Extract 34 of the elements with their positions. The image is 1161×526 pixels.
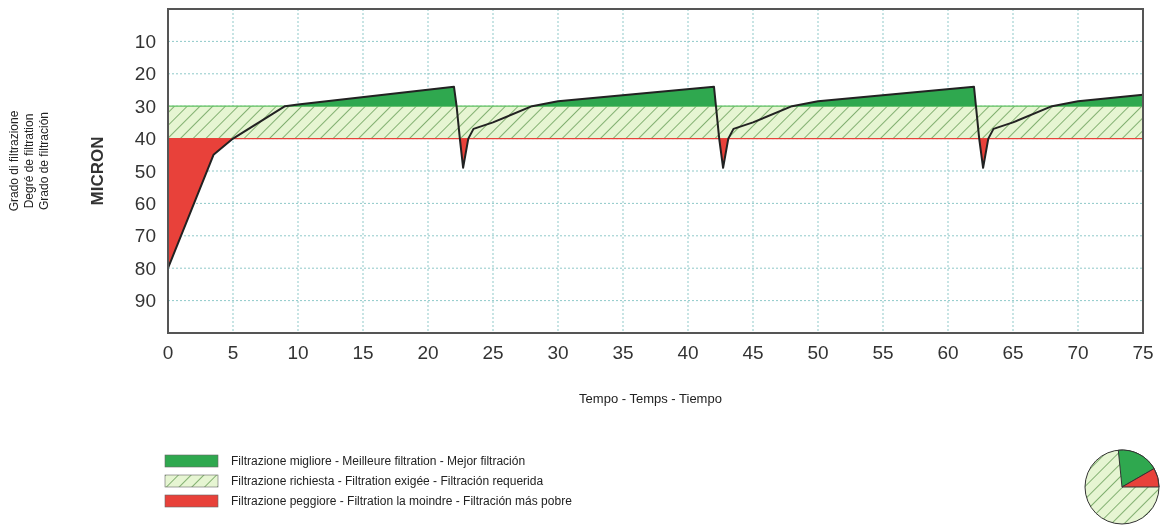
y-tick-label: 50 <box>134 160 156 182</box>
x-tick-label: 5 <box>227 342 239 363</box>
x-tick-label: 70 <box>1067 342 1089 363</box>
y-tick-label: 30 <box>134 95 156 117</box>
y-tick-label: 10 <box>134 31 156 53</box>
x-tick-label: 40 <box>677 342 699 363</box>
legend-label: Filtrazione richiesta - Filtration exigée - Filtración requerida <box>231 474 544 488</box>
x-tick-label: 55 <box>872 342 894 363</box>
x-tick-label: 20 <box>417 342 439 363</box>
y-tick-label: 70 <box>134 225 156 247</box>
text: Grado di filtrazione <box>7 110 21 212</box>
y-tick-label: 40 <box>134 128 156 150</box>
x-tick-label: 10 <box>287 342 309 363</box>
x-tick-label: 50 <box>807 342 829 363</box>
x-axis-title: Tempo - Temps - Tiempo <box>579 391 722 406</box>
x-tick-label: 65 <box>1002 342 1024 363</box>
x-tick-label: 60 <box>937 342 959 363</box>
y-axis-title: MICRON <box>88 136 107 206</box>
legend-label: Filtrazione migliore - Meilleure filtration - Mejor filtración <box>231 454 526 468</box>
y-tick-label: 20 <box>134 63 156 85</box>
x-tick-label: 15 <box>352 342 374 363</box>
x-tick-label: 30 <box>547 342 569 363</box>
x-tick-label: 35 <box>612 342 634 363</box>
legend-label: Filtrazione peggiore - Filtration la moindre - Filtración más pobre <box>231 494 573 508</box>
x-tick-label: 75 <box>1132 342 1154 363</box>
text: Grado de filtración <box>37 111 51 211</box>
y-tick-label: 60 <box>134 193 156 215</box>
text: Degré de filtration <box>22 113 36 209</box>
line-series <box>167 85 1144 270</box>
x-tick-label: 25 <box>482 342 504 363</box>
x-tick-label: 45 <box>742 342 764 363</box>
y-tick-label: 80 <box>134 257 156 279</box>
y-tick-label: 90 <box>134 290 156 312</box>
x-tick-label: 0 <box>162 342 174 363</box>
